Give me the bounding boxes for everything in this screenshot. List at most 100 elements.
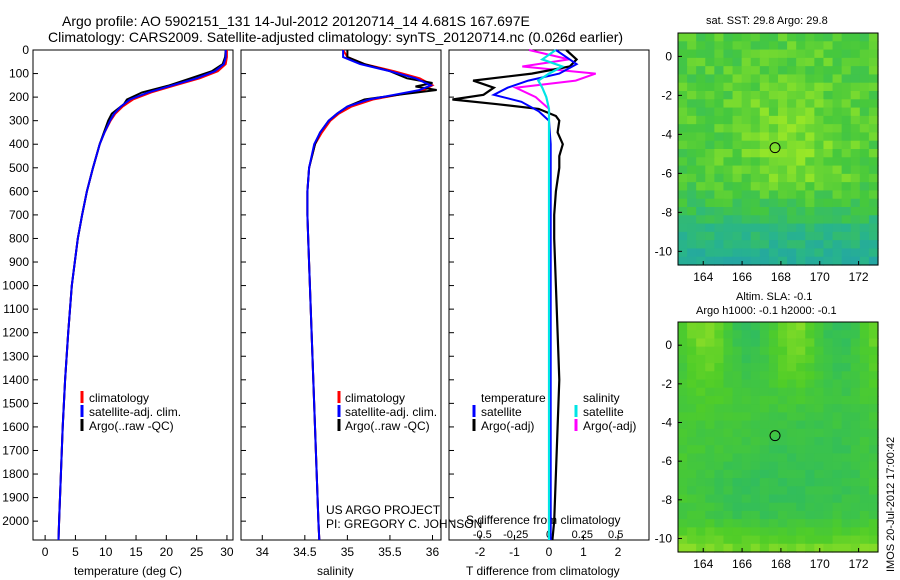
- map-cell: [868, 486, 879, 496]
- map-cell: [705, 248, 715, 258]
- map-cell: [841, 494, 852, 504]
- map-cell: [687, 437, 697, 446]
- map-cell: [705, 404, 715, 413]
- map-cell: [778, 478, 788, 487]
- map-cell: [768, 190, 779, 200]
- map-cell: [687, 387, 697, 397]
- map-cell: [759, 57, 770, 67]
- map-cell: [823, 519, 834, 528]
- map-cell: [750, 49, 761, 59]
- map-cell: [687, 379, 697, 389]
- map-cell: [741, 41, 752, 51]
- map-cell: [832, 478, 843, 487]
- map-cell: [805, 543, 815, 553]
- legend-climatology: climatology: [89, 391, 150, 405]
- map-cell: [705, 412, 715, 422]
- map-cell: [741, 519, 752, 528]
- map-cell: [723, 182, 734, 192]
- map-cell: [741, 412, 752, 422]
- map-cell: [796, 519, 806, 528]
- map-cell: [787, 478, 797, 487]
- map-cell: [768, 99, 779, 109]
- map-cell: [768, 486, 779, 496]
- map-cell: [705, 535, 715, 545]
- map-cell: [778, 82, 788, 92]
- map-cell: [850, 256, 861, 266]
- map-cell: [705, 420, 715, 430]
- map-cell: [741, 535, 752, 545]
- map-cell: [696, 395, 706, 405]
- map-cell: [687, 395, 697, 405]
- map-cell: [768, 445, 779, 455]
- map-cell: [868, 330, 879, 340]
- map-cell: [778, 182, 788, 192]
- map-cell: [814, 165, 825, 175]
- map-cell: [796, 395, 806, 405]
- map-cell: [841, 107, 852, 117]
- map-cell: [750, 182, 761, 192]
- map-cell: [705, 33, 715, 42]
- y-tick-label: 100: [9, 67, 29, 81]
- map-cell: [705, 502, 715, 512]
- map-cell: [832, 240, 843, 250]
- map-cell: [850, 379, 861, 389]
- map-cell: [850, 198, 861, 208]
- map-cell: [805, 478, 815, 487]
- map-cell: [723, 453, 734, 463]
- map-cell: [678, 371, 688, 381]
- map-cell: [796, 82, 806, 92]
- map-cell: [768, 519, 779, 528]
- map-cell: [759, 99, 770, 109]
- map-cell: [714, 132, 725, 142]
- map-cell: [750, 66, 761, 76]
- map-cell: [796, 437, 806, 446]
- map-cell: [868, 412, 879, 422]
- map-cell: [832, 420, 843, 430]
- map-cell: [823, 322, 834, 331]
- map-cell: [823, 510, 834, 520]
- map-cell: [741, 502, 752, 512]
- map-cell: [868, 437, 879, 446]
- map-cell: [714, 115, 725, 125]
- map-cell: [868, 82, 879, 92]
- map-cell: [687, 190, 697, 200]
- x-tick-label: 1: [580, 545, 587, 559]
- map-cell: [768, 338, 779, 348]
- map-cell: [787, 387, 797, 397]
- map-cell: [732, 165, 743, 175]
- x-tick-label: 166: [732, 270, 752, 284]
- map-cell: [850, 330, 861, 340]
- series-line-s-satellite: [536, 49, 566, 540]
- map-cell: [796, 379, 806, 389]
- map-cell: [778, 248, 788, 258]
- map-cell: [868, 74, 879, 84]
- map-cell: [841, 132, 852, 142]
- map-cell: [814, 346, 825, 356]
- x-tick-label: 172: [849, 557, 869, 571]
- x-tick-label: 36: [426, 545, 440, 559]
- map-cell: [732, 124, 743, 134]
- map-cell: [741, 445, 752, 455]
- map-cell: [814, 363, 825, 372]
- map-cell: [750, 379, 761, 389]
- map-cell: [687, 182, 697, 192]
- map-cell: [732, 330, 743, 340]
- map-cell: [696, 82, 706, 92]
- map-cell: [768, 494, 779, 504]
- map-cell: [759, 338, 770, 348]
- map-cell: [832, 91, 843, 100]
- map-cell: [814, 256, 825, 266]
- map-cell: [723, 256, 734, 266]
- map-cell: [696, 519, 706, 528]
- map-cell: [768, 469, 779, 479]
- map-cell: [805, 124, 815, 134]
- map-cell: [723, 157, 734, 167]
- map-cell: [750, 354, 761, 364]
- map-cell: [805, 379, 815, 389]
- map-cell: [823, 207, 834, 216]
- y-tick-label: -8: [661, 205, 672, 219]
- map-cell: [759, 395, 770, 405]
- map-cell: [759, 66, 770, 76]
- map-cell: [759, 107, 770, 117]
